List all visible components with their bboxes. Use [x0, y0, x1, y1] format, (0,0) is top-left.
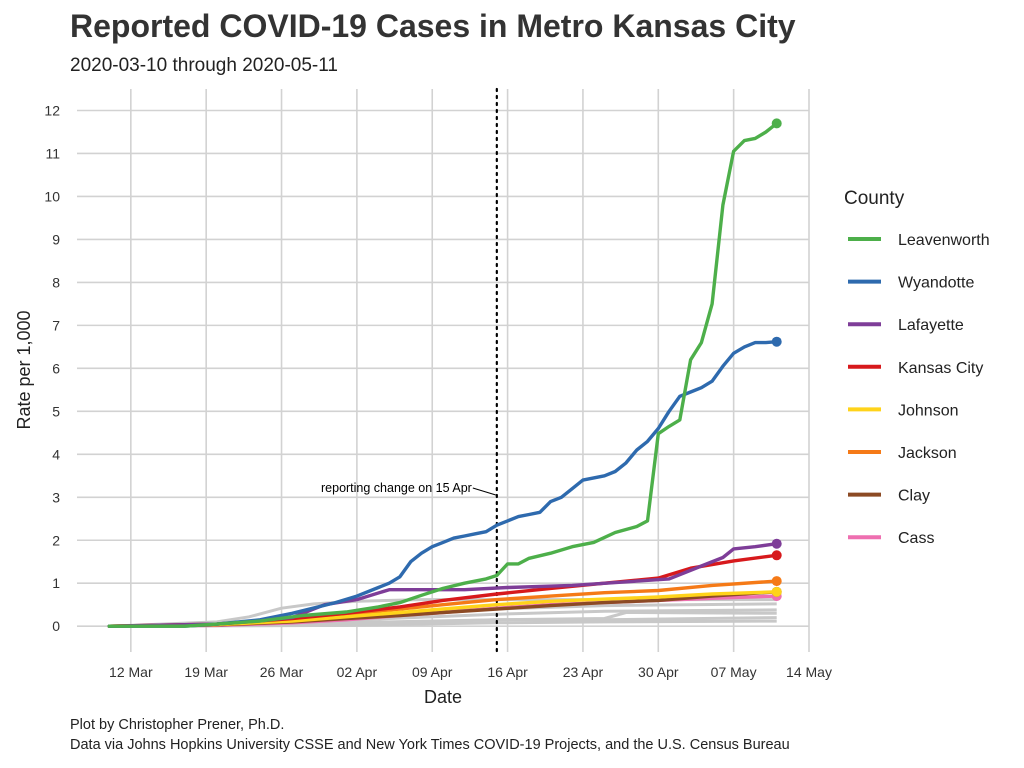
legend-item-leavenworth: Leavenworth [848, 232, 990, 249]
caption-line-author: Plot by Christopher Prener, Ph.D. [70, 717, 285, 733]
legend-label: Kansas City [898, 360, 983, 377]
x-tick-label: 16 Apr [487, 664, 528, 680]
y-axis-title: Rate per 1,000 [14, 310, 34, 429]
series-endpoint-lafayette [771, 538, 782, 549]
x-tick-label: 19 Mar [184, 664, 228, 680]
y-tick-label: 3 [52, 489, 60, 505]
x-tick-label: 07 May [711, 664, 757, 680]
y-tick-label: 7 [52, 317, 60, 333]
series-endpoint-wyandotte [771, 336, 782, 347]
legend-label: Johnson [898, 402, 959, 419]
legend-item-kansas-city: Kansas City [848, 360, 983, 377]
y-tick-label: 2 [52, 532, 60, 548]
legend-item-lafayette: Lafayette [848, 317, 964, 334]
legend-item-wyandotte: Wyandotte [848, 275, 974, 292]
series-endpoint-jackson [771, 576, 782, 587]
y-tick-label: 12 [44, 102, 60, 118]
x-tick-label: 09 Apr [412, 664, 453, 680]
y-tick-label: 11 [45, 145, 60, 161]
chart-title: Reported COVID-19 Cases in Metro Kansas … [70, 8, 796, 44]
grid-lines [77, 89, 810, 652]
series-line-leavenworth [107, 121, 779, 628]
y-tick-label: 9 [52, 231, 60, 247]
chart-caption: Plot by Christopher Prener, Ph.D. Data v… [70, 715, 790, 755]
legend-item-johnson: Johnson [848, 402, 959, 419]
y-tick-label: 8 [52, 274, 60, 290]
y-tick-label: 0 [52, 618, 60, 634]
legend-label: Lafayette [898, 317, 964, 334]
series-line-wyandotte [107, 340, 779, 628]
legend: County Leavenworth Wyandotte Lafayette Kansa… [844, 188, 990, 547]
y-tick-label: 10 [44, 188, 60, 204]
x-tick-label: 12 Mar [109, 664, 153, 680]
y-tick-label: 1 [52, 575, 60, 591]
x-tick-label: 26 Mar [260, 664, 304, 680]
y-tick-label: 5 [52, 403, 60, 419]
legend-item-clay: Clay [848, 488, 930, 505]
annotation-text: reporting change on 15 Apr [321, 481, 472, 495]
annotation: reporting change on 15 Apr [321, 87, 498, 654]
x-axis-title: Date [424, 687, 462, 707]
series-endpoint-leavenworth [771, 118, 782, 129]
legend-label: Leavenworth [898, 232, 990, 249]
y-tick-label: 6 [52, 360, 60, 376]
x-tick-label: 23 Apr [563, 664, 604, 680]
legend-label: Jackson [898, 445, 957, 462]
chart-subtitle: 2020-03-10 through 2020-05-11 [70, 55, 338, 76]
y-tick-label: 4 [52, 446, 60, 462]
legend-label: Wyandotte [898, 275, 974, 292]
x-tick-label: 02 Apr [337, 664, 378, 680]
legend-label: Clay [898, 488, 930, 505]
caption-line-source: Data via Johns Hopkins University CSSE a… [70, 737, 790, 753]
x-tick-label: 30 Apr [638, 664, 679, 680]
annotation-leader [472, 487, 496, 496]
legend-item-cass: Cass [848, 530, 934, 547]
series-endpoint-kansas-city [771, 550, 782, 561]
series-line-johnson [107, 590, 779, 628]
legend-title: County [844, 188, 905, 209]
series-endpoint-johnson [771, 586, 782, 597]
x-tick-label: 14 May [786, 664, 832, 680]
series-lines [107, 118, 782, 628]
legend-label: Cass [898, 530, 934, 547]
legend-item-jackson: Jackson [848, 445, 957, 462]
